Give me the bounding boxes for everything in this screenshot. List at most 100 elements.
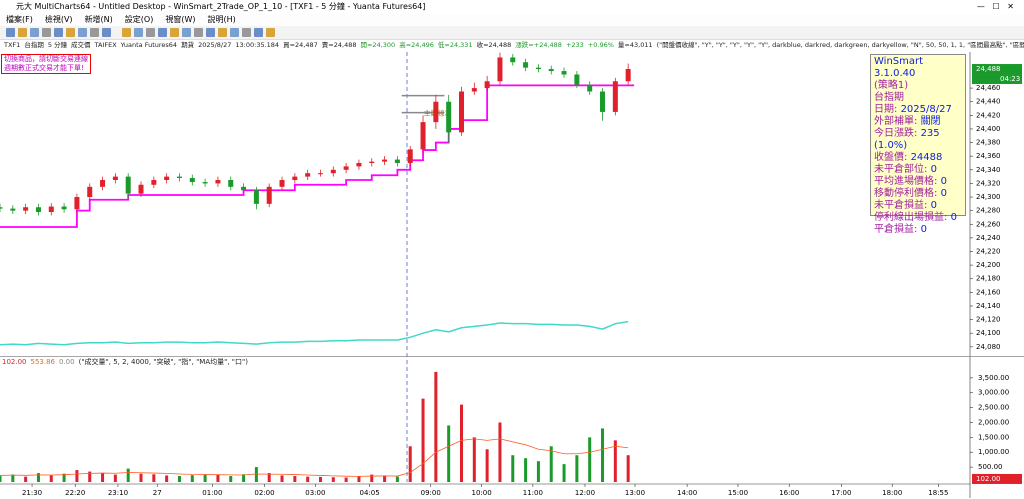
x-tick-label: 18:00	[882, 489, 902, 497]
toolbar-button[interactable]	[218, 28, 227, 37]
status-item: 期貨	[181, 41, 195, 49]
toolbar-button[interactable]	[194, 28, 203, 37]
candle-body	[356, 162, 362, 167]
volume-bar	[383, 475, 387, 482]
volume-bar	[459, 404, 463, 482]
toolbar-button[interactable]	[30, 28, 39, 37]
toolbar-button[interactable]	[242, 28, 251, 37]
info-symbol: 台指期	[874, 92, 904, 103]
x-tick-label: 21:30	[22, 489, 42, 497]
y-tick-label: 24,160	[976, 288, 1001, 296]
menu-item[interactable]: 檔案(F)	[6, 15, 33, 24]
info-value: 關閉	[920, 116, 941, 127]
info-title: WinSmart 3.1.0.40	[874, 56, 924, 79]
candle-body	[561, 71, 567, 75]
volume-bar	[242, 474, 246, 482]
toolbar-button[interactable]	[206, 28, 215, 37]
candle-body	[407, 149, 413, 163]
x-tick-label: 23:10	[108, 489, 128, 497]
info-row: 平均進場價格: 0	[874, 176, 962, 188]
last-price-label: 24,488	[976, 65, 1001, 73]
toolbar-button[interactable]	[90, 28, 99, 37]
candle-body	[48, 206, 54, 213]
candle-body	[23, 207, 29, 211]
info-label: 今日漲跌:	[874, 128, 921, 139]
volume-bar	[152, 474, 156, 482]
candle-body	[330, 169, 336, 174]
y-tick-label: 24,360	[976, 152, 1001, 160]
toolbar-button[interactable]	[134, 28, 143, 37]
candle-body	[471, 88, 477, 92]
y-tick-label: 24,120	[976, 316, 1001, 324]
volume-bar	[62, 473, 66, 482]
menu-item[interactable]: 新增(N)	[84, 15, 113, 24]
toolbar-button[interactable]	[266, 28, 275, 37]
info-value: 0	[940, 188, 947, 199]
candle-body	[138, 184, 144, 194]
toolbar	[0, 26, 1024, 40]
x-tick-label: 04:05	[360, 489, 380, 497]
info-row: 外部補單: 關閉	[874, 116, 962, 128]
toolbar-button[interactable]	[254, 28, 263, 37]
candle-body	[87, 186, 93, 198]
x-tick-label: 17:00	[831, 489, 851, 497]
info-row: 收盤價: 24488	[874, 152, 962, 164]
y-tick-label: 1,500.00	[978, 433, 1009, 441]
volume-bar	[575, 455, 579, 482]
volume-bar	[498, 422, 502, 482]
status-item: +233	[565, 41, 584, 49]
toolbar-button[interactable]	[158, 28, 167, 37]
volume-bar	[626, 455, 630, 482]
candle-body	[125, 176, 131, 194]
toolbar-button[interactable]	[42, 28, 51, 37]
candle-body	[202, 182, 208, 184]
volume-bar	[190, 475, 194, 482]
info-row: 未平倉損益: 0	[874, 200, 962, 212]
toolbar-button[interactable]	[78, 28, 87, 37]
toolbar-button[interactable]	[146, 28, 155, 37]
volume-bar	[101, 473, 105, 482]
x-tick-label: 18:55	[928, 489, 948, 497]
info-label: 外部補單:	[874, 116, 921, 127]
candle-body	[253, 190, 259, 204]
menu-item[interactable]: 說明(H)	[207, 15, 236, 24]
volume-bar	[229, 476, 233, 482]
info-panel: WinSmart 3.1.0.40 (策略1) 台指期 日期: 2025/8/27 外部…	[870, 54, 966, 235]
window-controls[interactable]: — ☐ ✕	[976, 2, 1014, 11]
status-item: Yuanta Futures64	[120, 41, 178, 49]
volume-bar	[24, 476, 28, 482]
toolbar-button[interactable]	[182, 28, 191, 37]
y-tick-label: 24,240	[976, 234, 1001, 242]
toolbar-button[interactable]	[122, 28, 131, 37]
volume-bar	[357, 476, 361, 482]
y-tick-label: 2,000.00	[978, 418, 1009, 426]
menu-item[interactable]: 檢視(V)	[44, 15, 73, 24]
toolbar-button[interactable]	[102, 28, 111, 37]
menu-item[interactable]: 設定(O)	[124, 15, 154, 24]
info-value: 0	[930, 200, 937, 211]
volume-bar	[536, 461, 540, 482]
volume-bar	[165, 475, 169, 482]
status-item: +0.96%	[587, 41, 614, 49]
candle-body	[343, 166, 349, 170]
candle-body	[382, 159, 388, 162]
volume-bar	[88, 471, 92, 482]
y-tick-label: 500.00	[978, 463, 1003, 471]
y-tick-label: 2,500.00	[978, 404, 1009, 412]
toolbar-button[interactable]	[230, 28, 239, 37]
menu-item[interactable]: 視窗(W)	[165, 15, 196, 24]
toolbar-button[interactable]	[6, 28, 15, 37]
toolbar-button[interactable]	[170, 28, 179, 37]
toolbar-button[interactable]	[66, 28, 75, 37]
toolbar-button[interactable]	[54, 28, 63, 37]
volume-bar	[11, 474, 15, 482]
candle-body	[484, 81, 490, 89]
info-value: 24488	[910, 152, 943, 163]
info-label: 未平倉損益:	[874, 200, 931, 211]
candle-body	[446, 101, 452, 133]
candle-body	[305, 173, 311, 177]
x-tick-label: 11:00	[523, 489, 543, 497]
toolbar-button[interactable]	[18, 28, 27, 37]
volume-bar	[434, 371, 438, 482]
status-item: 賣=24,488	[321, 41, 357, 49]
